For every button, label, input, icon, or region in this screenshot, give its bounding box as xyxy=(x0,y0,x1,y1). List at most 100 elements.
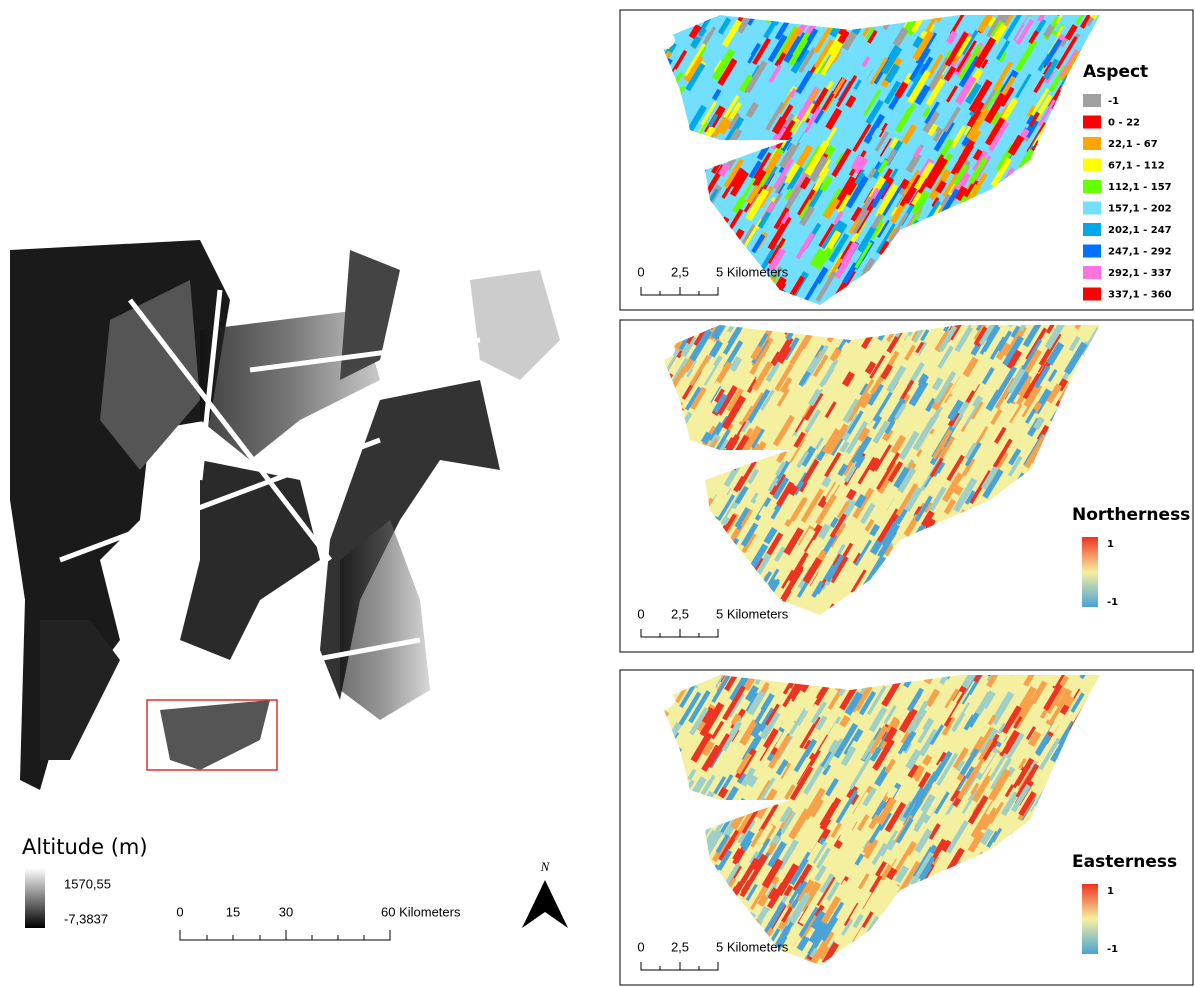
raster-streak xyxy=(652,252,666,276)
raster-streak xyxy=(658,119,673,144)
raster-streak xyxy=(823,0,834,14)
raster-streak xyxy=(695,929,712,957)
raster-streak xyxy=(1105,567,1110,576)
raster-streak xyxy=(1099,712,1115,739)
raster-streak xyxy=(842,948,851,964)
raster-streak xyxy=(931,214,938,226)
raster-streak xyxy=(983,561,988,569)
legend-label: 337,1 - 360 xyxy=(1108,290,1172,301)
raster-streak xyxy=(1087,375,1093,385)
raster-streak xyxy=(921,291,932,309)
raster-streak xyxy=(981,267,990,281)
raster-streak xyxy=(701,202,707,212)
raster-streak xyxy=(988,277,996,291)
raster-streak xyxy=(774,0,787,13)
raster-streak xyxy=(1019,186,1025,196)
raster-streak xyxy=(658,80,671,102)
raster-streak xyxy=(787,315,799,335)
raster-streak xyxy=(671,402,681,419)
raster-streak xyxy=(670,221,680,238)
raster-streak xyxy=(925,589,932,601)
raster-streak xyxy=(1066,564,1072,574)
raster-streak xyxy=(920,891,928,904)
raster-streak xyxy=(978,904,986,917)
raster-streak xyxy=(967,648,981,671)
raster-streak xyxy=(775,647,793,677)
raster-streak xyxy=(942,572,952,589)
raster-streak xyxy=(643,448,659,474)
raster-streak xyxy=(653,4,668,28)
raster-streak xyxy=(671,909,685,933)
raster-streak xyxy=(1098,382,1108,399)
raster-streak xyxy=(803,959,809,968)
raster-streak xyxy=(1003,868,1012,882)
raster-streak xyxy=(1058,221,1063,229)
raster-streak xyxy=(676,112,682,123)
raster-streak xyxy=(1035,142,1054,174)
raster-streak xyxy=(656,179,665,193)
raster-streak xyxy=(838,309,847,323)
raster-streak xyxy=(669,677,677,691)
legend-swatch xyxy=(1083,245,1101,258)
raster-streak xyxy=(649,782,667,812)
raster-streak xyxy=(1052,663,1058,672)
raster-streak xyxy=(694,804,702,817)
raster-streak xyxy=(692,153,702,169)
raster-streak xyxy=(718,573,735,601)
raster-streak xyxy=(1008,0,1023,13)
raster-streak xyxy=(942,526,954,547)
scale-label: 0 xyxy=(637,606,644,621)
raster-streak xyxy=(648,580,658,597)
raster-streak xyxy=(983,264,989,273)
raster-streak xyxy=(1107,702,1119,723)
raster-streak xyxy=(645,472,651,482)
scale-label: 5 Kilometers xyxy=(716,264,789,279)
raster-streak xyxy=(1083,773,1099,800)
raster-streak xyxy=(693,518,708,543)
raster-streak xyxy=(1107,408,1112,417)
raster-streak xyxy=(1005,0,1024,11)
raster-streak xyxy=(1050,474,1063,496)
raster-streak xyxy=(641,447,651,463)
raster-streak xyxy=(714,218,727,239)
raster-streak xyxy=(899,244,916,273)
raster-streak xyxy=(662,430,671,444)
raster-streak xyxy=(1060,769,1077,798)
legend-label: 247,1 - 292 xyxy=(1108,247,1172,258)
raster-streak xyxy=(691,202,706,227)
raster-streak xyxy=(901,906,916,932)
raster-streak xyxy=(972,210,980,224)
raster-streak xyxy=(911,923,926,948)
raster-streak xyxy=(1020,208,1028,222)
raster-streak xyxy=(967,891,972,900)
raster-streak xyxy=(837,669,850,690)
raster-streak xyxy=(1050,557,1066,583)
raster-streak xyxy=(671,393,679,406)
raster-streak xyxy=(937,284,944,295)
raster-streak xyxy=(929,261,946,290)
raster-streak xyxy=(887,565,895,578)
raster-streak xyxy=(974,552,992,581)
raster-streak xyxy=(1067,171,1084,199)
raster-streak xyxy=(650,558,664,582)
raster-streak xyxy=(672,791,690,820)
raster-streak xyxy=(964,240,971,252)
raster-streak xyxy=(653,251,659,262)
raster-streak xyxy=(1056,448,1067,466)
raster-streak xyxy=(1056,591,1061,599)
scale-label: 15 xyxy=(226,904,240,919)
raster-streak xyxy=(657,516,668,535)
raster-streak xyxy=(941,220,958,248)
raster-streak xyxy=(964,914,972,928)
raster-streak xyxy=(689,574,704,599)
panels: Aspect-10 - 2222,1 - 6767,1 - 112112,1 -… xyxy=(620,0,1193,985)
raster-streak xyxy=(1025,477,1030,485)
raster-streak xyxy=(1074,272,1082,285)
raster-streak xyxy=(1073,721,1079,731)
raster-streak xyxy=(952,940,959,951)
raster-streak xyxy=(1062,905,1081,937)
raster-streak xyxy=(880,940,894,964)
raster-streak xyxy=(650,911,668,940)
raster-streak xyxy=(641,78,652,97)
legend-swatch xyxy=(1083,116,1101,129)
